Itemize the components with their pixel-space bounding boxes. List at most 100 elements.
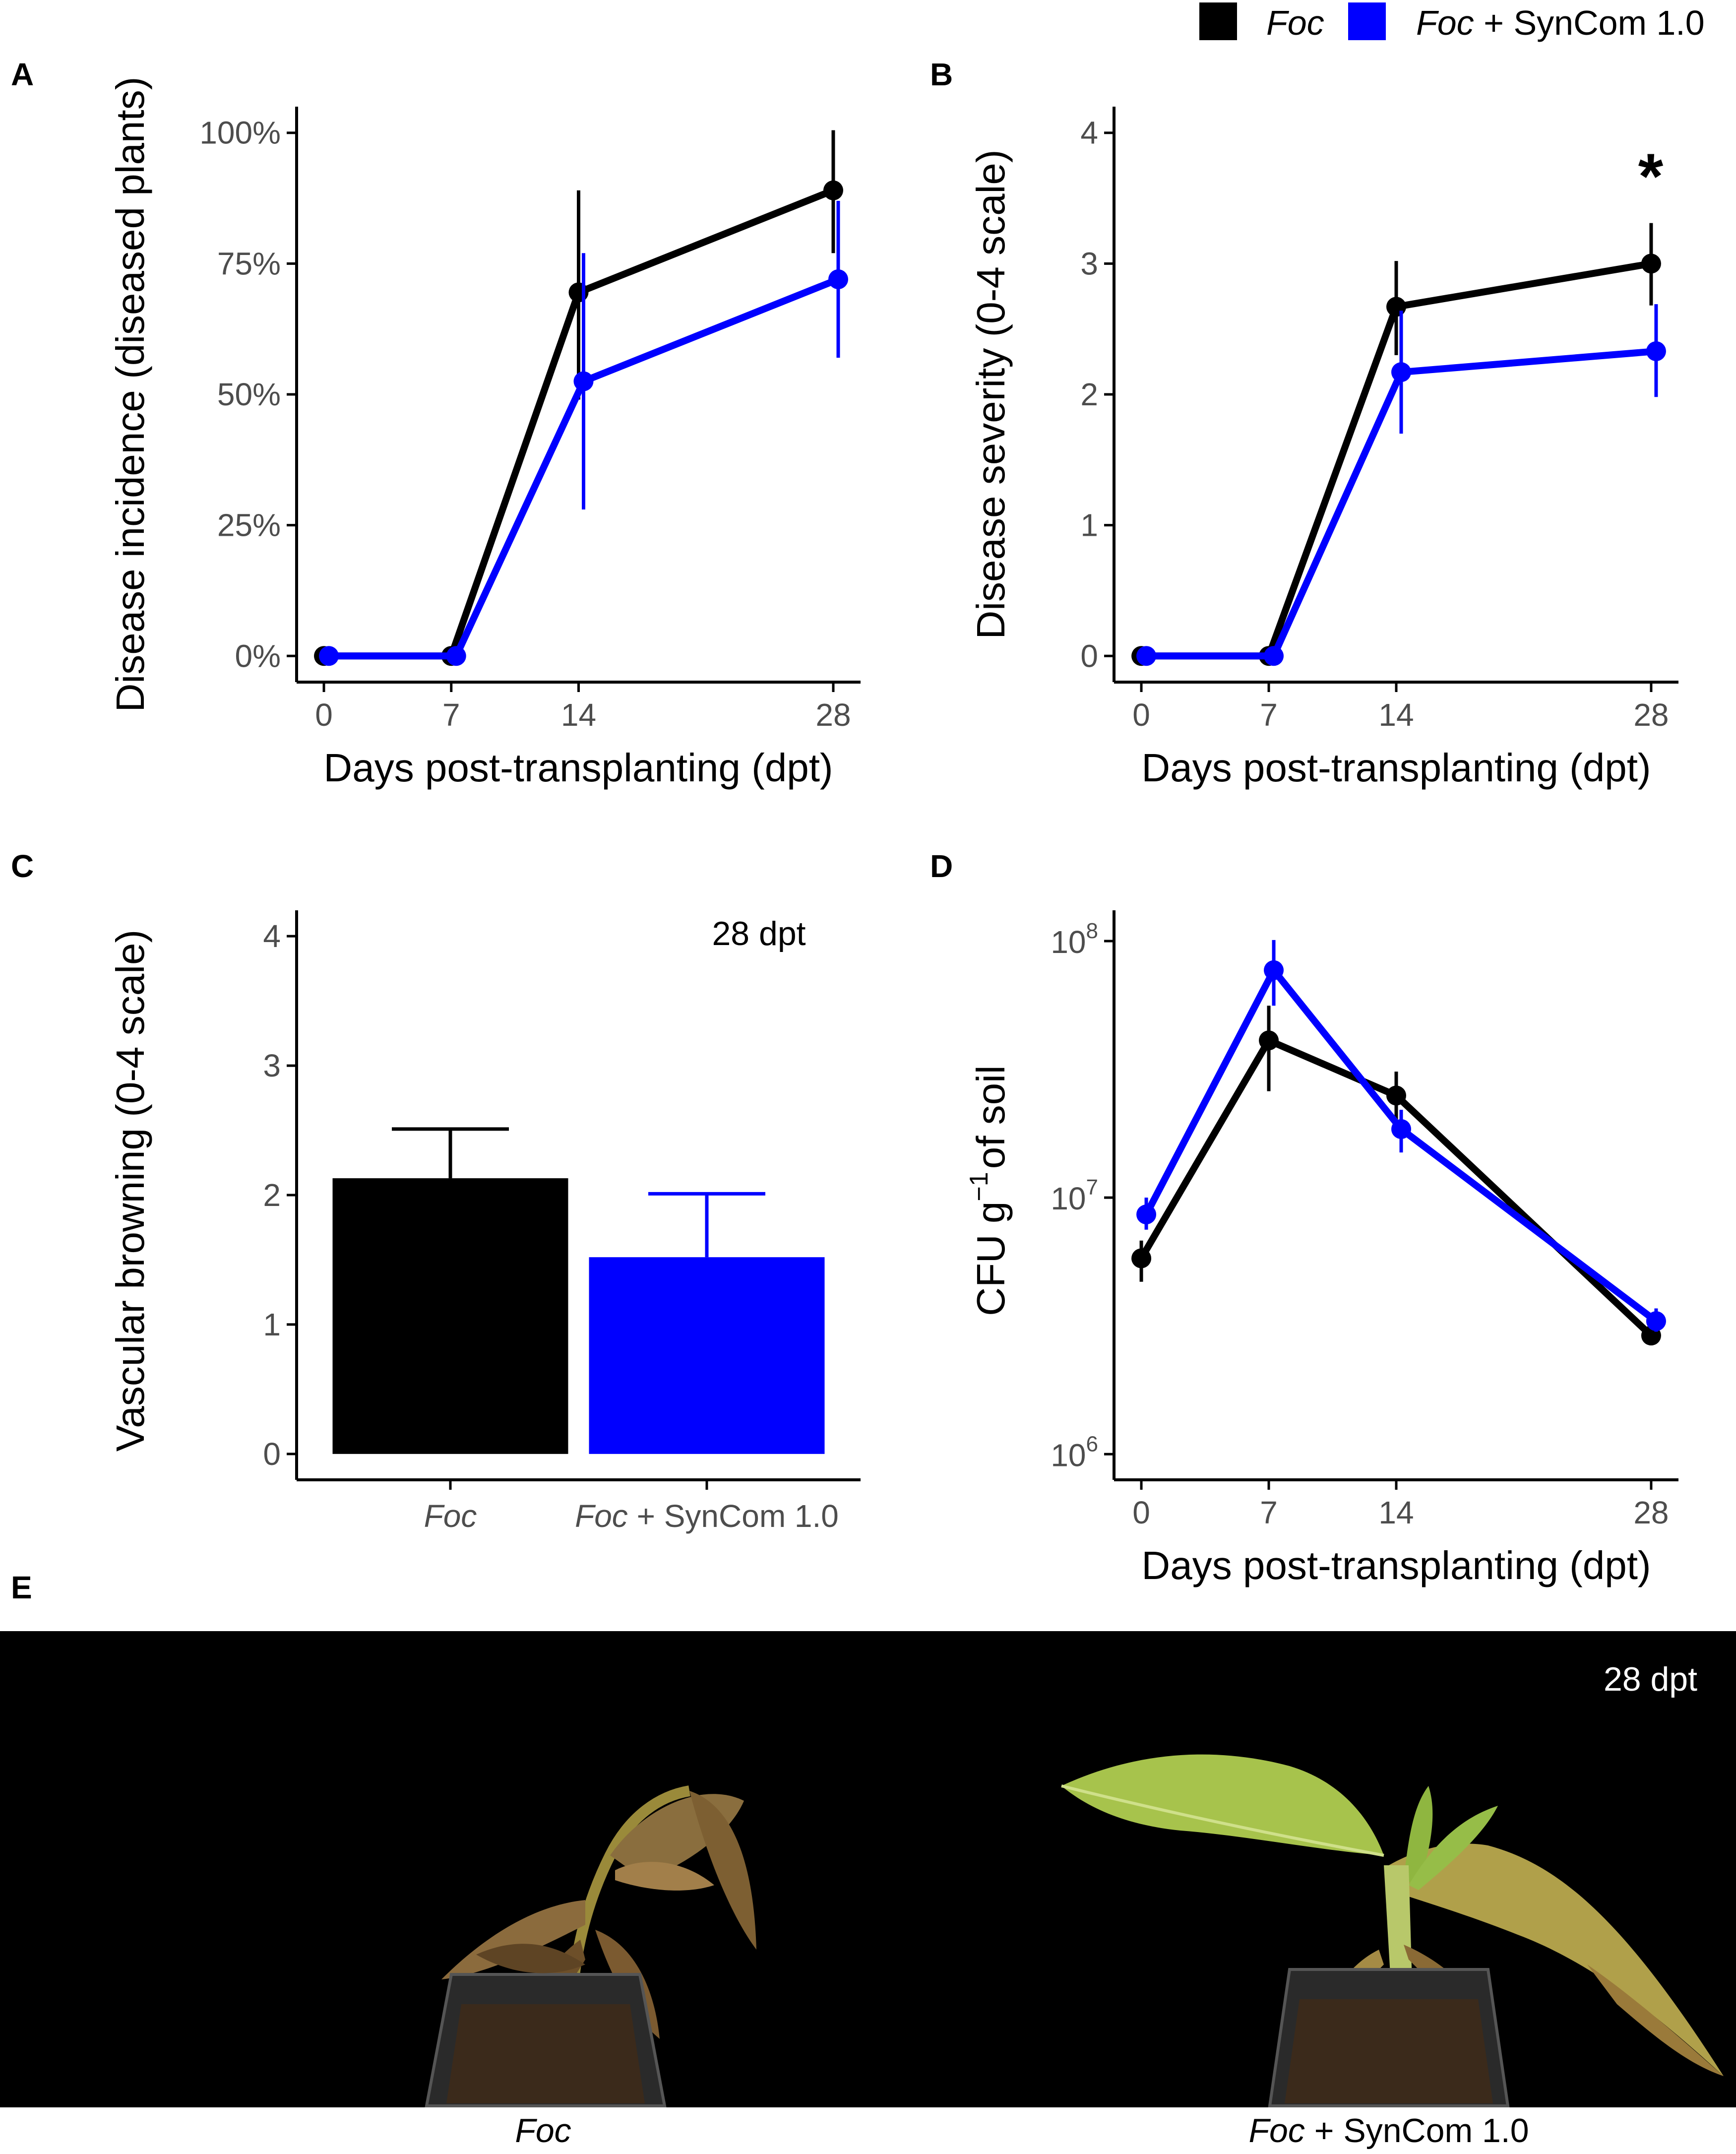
data-point: [1136, 1204, 1157, 1225]
x-axis-title: Days post-transplanting (dpt): [1141, 1543, 1651, 1587]
x-tick-label: 28: [1633, 697, 1669, 733]
data-point: [1391, 362, 1411, 382]
legend-label-syncom-italic: Foc: [1416, 3, 1474, 42]
photo-annotation-28dpt: 28 dpt: [1604, 1660, 1697, 1698]
y-tick-label: 3: [263, 1048, 281, 1083]
panel-letter-e: E: [11, 1570, 32, 1605]
photo-caption-syncom-rest: + SynCom 1.0: [1305, 2112, 1529, 2150]
x-tick-label-rest: + SynCom 1.0: [628, 1498, 839, 1534]
data-point: [1259, 1030, 1279, 1051]
axes-d: Days post-transplanting (dpt) CFU g−1 of …: [965, 910, 1678, 1587]
x-tick-label: 14: [1378, 697, 1414, 733]
bars-c: [332, 1127, 825, 1454]
y-axis-title: Disease severity (0-4 scale): [969, 150, 1013, 639]
axes-a: Days post-transplanting (dpt) Disease in…: [108, 77, 861, 790]
panel-letter-c: C: [11, 848, 34, 884]
y-tick-label: 4: [1080, 115, 1098, 151]
legend-label-syncom-rest: + SynCom 1.0: [1474, 3, 1705, 42]
y-tick-label: 0%: [235, 638, 281, 674]
series-line-syncom: [1146, 348, 1657, 660]
panel-letter-d: D: [930, 848, 953, 884]
y-tick-label: 3: [1080, 246, 1098, 281]
photo-panel-e: 28 dpt Foc F: [0, 1631, 1736, 2150]
ticks-a: 0 7 14 28 0% 25% 50% 75% 100%: [199, 115, 851, 733]
y-tick-label: 25%: [217, 507, 281, 543]
chart-panel-a: Days post-transplanting (dpt) Disease in…: [108, 77, 861, 790]
data-point: [1646, 1311, 1666, 1331]
x-tick-label: 28: [1633, 1495, 1669, 1530]
x-tick-label: Foc + SynCom 1.0: [575, 1498, 839, 1534]
data-point: [1641, 253, 1661, 274]
y-tick-label: 50%: [217, 377, 281, 412]
y-tick-label: 0: [1080, 638, 1098, 674]
y-axis-title: CFU g−1 of soil: [965, 1065, 1013, 1316]
y-axis-title-sup: −1: [965, 1172, 993, 1201]
x-tick-label: 7: [442, 697, 460, 733]
y-tick-label: 4: [263, 918, 281, 954]
data-point: [1264, 960, 1284, 980]
data-point: [1386, 297, 1406, 317]
photo-caption-syncom: Foc + SynCom 1.0: [1248, 2112, 1529, 2150]
bar-foc: [332, 1178, 568, 1454]
photo-caption-syncom-italic: Foc: [1248, 2112, 1304, 2150]
data-point: [828, 269, 848, 289]
y-tick-label: 75%: [217, 246, 281, 281]
y-tick-label: 100%: [199, 115, 281, 151]
x-tick-label: 0: [1132, 697, 1150, 733]
x-tick-label: 0: [315, 697, 333, 733]
chart-panel-c: Vascular browning (0-4 scale) 28 dpt 0 1 2…: [108, 910, 861, 1534]
y-tick-exponent: 7: [1086, 1175, 1098, 1200]
series-line-foc: [1138, 1037, 1654, 1338]
panel-annotation-28dpt: 28 dpt: [712, 915, 806, 952]
series-line-syncom: [329, 276, 840, 660]
data-point: [1136, 646, 1157, 666]
x-tick-label: 14: [1378, 1495, 1414, 1530]
y-axis-title: Disease incidence (diseased plants): [108, 77, 152, 712]
data-point: [1391, 1119, 1411, 1140]
chart-panel-d: Days post-transplanting (dpt) CFU g−1 of …: [965, 910, 1678, 1587]
y-tick-base: 10: [1051, 1437, 1086, 1473]
data-point: [1264, 646, 1284, 666]
series-line-syncom: [1143, 966, 1659, 1324]
legend-label-syncom: Foc + SynCom 1.0: [1416, 3, 1705, 42]
y-axis-title-post: of soil: [969, 1065, 1013, 1169]
x-tick-label: 14: [561, 697, 596, 733]
legend-swatch-syncom: [1348, 2, 1386, 40]
x-tick-label-italic: Foc: [424, 1498, 477, 1534]
data-point: [446, 646, 466, 666]
x-tick-label: 7: [1260, 1495, 1278, 1530]
series-b: [1131, 223, 1666, 666]
x-tick-label: 0: [1132, 1495, 1150, 1530]
y-tick-label: 2: [1080, 377, 1098, 412]
y-axis-title-pre: CFU g: [969, 1202, 1013, 1316]
data-point: [573, 371, 594, 391]
legend-swatch-foc: [1199, 2, 1237, 40]
bar-syncom: [589, 1257, 825, 1454]
x-tick-label: 28: [815, 697, 851, 733]
y-tick-base: 10: [1051, 924, 1086, 960]
data-point: [1131, 1248, 1152, 1268]
series-a: [314, 130, 848, 666]
x-tick-label-italic: Foc: [575, 1498, 628, 1534]
y-tick-label: 1: [1080, 507, 1098, 543]
x-axis-title: Days post-transplanting (dpt): [1141, 746, 1651, 790]
y-tick-base: 10: [1051, 1181, 1086, 1216]
y-tick-label: 1: [263, 1307, 281, 1342]
panel-letter-a: A: [11, 57, 34, 92]
syncom-plant-illustration: [1061, 1754, 1724, 2107]
data-point: [319, 646, 339, 666]
y-axis-title: Vascular browning (0-4 scale): [108, 930, 152, 1452]
axes-b: Days post-transplanting (dpt) Disease se…: [969, 107, 1678, 790]
ticks-b: 0 7 14 28 0 1 2 3 4: [1080, 115, 1669, 733]
photo-caption-foc: Foc: [515, 2112, 571, 2150]
y-tick-exponent: 8: [1086, 919, 1098, 943]
series-d: [1131, 940, 1666, 1346]
x-tick-label: Foc: [424, 1498, 477, 1534]
data-point: [1386, 1085, 1406, 1106]
y-tick-label: 108: [1051, 919, 1098, 960]
data-point: [823, 180, 843, 200]
chart-panel-b: Days post-transplanting (dpt) Disease se…: [969, 107, 1678, 790]
